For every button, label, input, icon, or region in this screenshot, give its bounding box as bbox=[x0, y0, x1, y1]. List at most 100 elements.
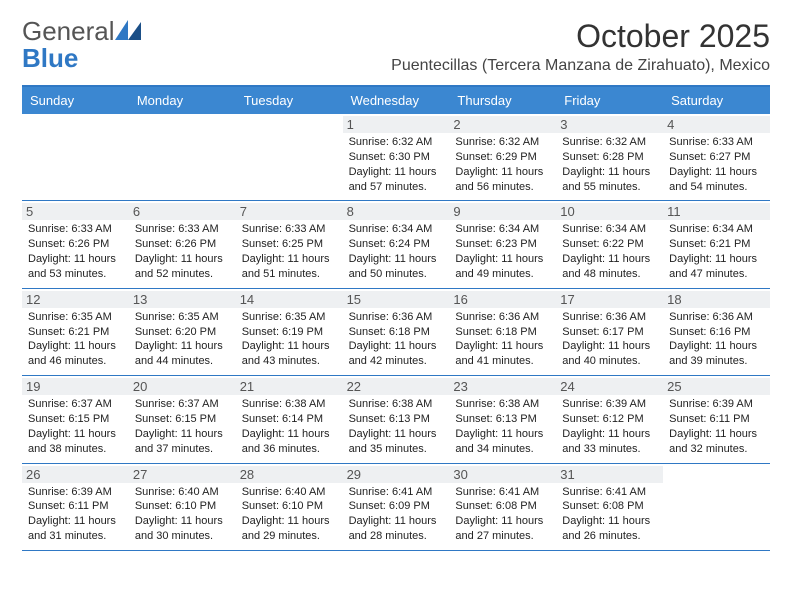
day-details: Sunrise: 6:41 AMSunset: 6:09 PMDaylight:… bbox=[349, 485, 444, 544]
dow-cell: Wednesday bbox=[343, 87, 450, 114]
day-cell: . bbox=[236, 114, 343, 200]
sunset-line: Sunset: 6:08 PM bbox=[455, 499, 550, 514]
day-number: 17 bbox=[556, 291, 663, 308]
day-details: Sunrise: 6:34 AMSunset: 6:23 PMDaylight:… bbox=[455, 222, 550, 281]
sunset-line: Sunset: 6:10 PM bbox=[242, 499, 337, 514]
sunset-line: Sunset: 6:29 PM bbox=[455, 150, 550, 165]
sunrise-line: Sunrise: 6:34 AM bbox=[349, 222, 444, 237]
daylight-line-1: Daylight: 11 hours bbox=[349, 252, 444, 267]
location: Puentecillas (Tercera Manzana de Zirahua… bbox=[391, 57, 770, 75]
dow-cell: Tuesday bbox=[236, 87, 343, 114]
daylight-line-1: Daylight: 11 hours bbox=[28, 339, 123, 354]
daylight-line-2: and 42 minutes. bbox=[349, 354, 444, 369]
sunset-line: Sunset: 6:15 PM bbox=[28, 412, 123, 427]
daylight-line-1: Daylight: 11 hours bbox=[669, 165, 764, 180]
day-cell: 9Sunrise: 6:34 AMSunset: 6:23 PMDaylight… bbox=[449, 201, 556, 287]
brand-text: General Blue bbox=[22, 18, 141, 71]
day-cell: 24Sunrise: 6:39 AMSunset: 6:12 PMDayligh… bbox=[556, 376, 663, 462]
day-details: Sunrise: 6:33 AMSunset: 6:26 PMDaylight:… bbox=[135, 222, 230, 281]
daylight-line-2: and 52 minutes. bbox=[135, 267, 230, 282]
day-cell: 21Sunrise: 6:38 AMSunset: 6:14 PMDayligh… bbox=[236, 376, 343, 462]
day-details: Sunrise: 6:34 AMSunset: 6:21 PMDaylight:… bbox=[669, 222, 764, 281]
daylight-line-1: Daylight: 11 hours bbox=[562, 339, 657, 354]
day-details: Sunrise: 6:37 AMSunset: 6:15 PMDaylight:… bbox=[28, 397, 123, 456]
daylight-line-1: Daylight: 11 hours bbox=[349, 427, 444, 442]
sunset-line: Sunset: 6:11 PM bbox=[28, 499, 123, 514]
sunrise-line: Sunrise: 6:33 AM bbox=[242, 222, 337, 237]
daylight-line-2: and 33 minutes. bbox=[562, 442, 657, 457]
sunrise-line: Sunrise: 6:41 AM bbox=[455, 485, 550, 500]
sunrise-line: Sunrise: 6:32 AM bbox=[349, 135, 444, 150]
dow-cell: Thursday bbox=[449, 87, 556, 114]
daylight-line-2: and 47 minutes. bbox=[669, 267, 764, 282]
sunset-line: Sunset: 6:16 PM bbox=[669, 325, 764, 340]
daylight-line-2: and 31 minutes. bbox=[28, 529, 123, 544]
daylight-line-2: and 38 minutes. bbox=[28, 442, 123, 457]
daylight-line-2: and 37 minutes. bbox=[135, 442, 230, 457]
day-cell: 14Sunrise: 6:35 AMSunset: 6:19 PMDayligh… bbox=[236, 289, 343, 375]
sunrise-line: Sunrise: 6:34 AM bbox=[562, 222, 657, 237]
daylight-line-2: and 55 minutes. bbox=[562, 180, 657, 195]
daylight-line-2: and 36 minutes. bbox=[242, 442, 337, 457]
day-number: 7 bbox=[236, 203, 343, 220]
sunset-line: Sunset: 6:17 PM bbox=[562, 325, 657, 340]
day-cell: 25Sunrise: 6:39 AMSunset: 6:11 PMDayligh… bbox=[663, 376, 770, 462]
daylight-line-2: and 49 minutes. bbox=[455, 267, 550, 282]
week-row: 12Sunrise: 6:35 AMSunset: 6:21 PMDayligh… bbox=[22, 289, 770, 376]
day-number: 30 bbox=[449, 466, 556, 483]
sunset-line: Sunset: 6:28 PM bbox=[562, 150, 657, 165]
day-number: 14 bbox=[236, 291, 343, 308]
daylight-line-1: Daylight: 11 hours bbox=[669, 252, 764, 267]
sunrise-line: Sunrise: 6:33 AM bbox=[135, 222, 230, 237]
sunset-line: Sunset: 6:21 PM bbox=[669, 237, 764, 252]
sunset-line: Sunset: 6:21 PM bbox=[28, 325, 123, 340]
daylight-line-2: and 56 minutes. bbox=[455, 180, 550, 195]
dow-row: SundayMondayTuesdayWednesdayThursdayFrid… bbox=[22, 87, 770, 114]
day-details: Sunrise: 6:41 AMSunset: 6:08 PMDaylight:… bbox=[455, 485, 550, 544]
sunrise-line: Sunrise: 6:41 AM bbox=[349, 485, 444, 500]
sunset-line: Sunset: 6:30 PM bbox=[349, 150, 444, 165]
daylight-line-2: and 28 minutes. bbox=[349, 529, 444, 544]
sunset-line: Sunset: 6:13 PM bbox=[455, 412, 550, 427]
sunrise-line: Sunrise: 6:37 AM bbox=[135, 397, 230, 412]
day-cell: 6Sunrise: 6:33 AMSunset: 6:26 PMDaylight… bbox=[129, 201, 236, 287]
daylight-line-2: and 26 minutes. bbox=[562, 529, 657, 544]
day-cell: 8Sunrise: 6:34 AMSunset: 6:24 PMDaylight… bbox=[343, 201, 450, 287]
daylight-line-2: and 27 minutes. bbox=[455, 529, 550, 544]
day-number: 12 bbox=[22, 291, 129, 308]
day-number: 27 bbox=[129, 466, 236, 483]
day-number: 11 bbox=[663, 203, 770, 220]
day-cell: 16Sunrise: 6:36 AMSunset: 6:18 PMDayligh… bbox=[449, 289, 556, 375]
daylight-line-1: Daylight: 11 hours bbox=[135, 427, 230, 442]
day-details: Sunrise: 6:36 AMSunset: 6:18 PMDaylight:… bbox=[455, 310, 550, 369]
daylight-line-1: Daylight: 11 hours bbox=[562, 165, 657, 180]
day-details: Sunrise: 6:32 AMSunset: 6:29 PMDaylight:… bbox=[455, 135, 550, 194]
day-details: Sunrise: 6:38 AMSunset: 6:14 PMDaylight:… bbox=[242, 397, 337, 456]
daylight-line-1: Daylight: 11 hours bbox=[349, 339, 444, 354]
day-details: Sunrise: 6:38 AMSunset: 6:13 PMDaylight:… bbox=[349, 397, 444, 456]
sunrise-line: Sunrise: 6:38 AM bbox=[242, 397, 337, 412]
daylight-line-1: Daylight: 11 hours bbox=[455, 427, 550, 442]
day-number: 28 bbox=[236, 466, 343, 483]
day-cell: 11 Sunrise: 6:34 AMSunset: 6:21 PMDayligh… bbox=[663, 201, 770, 287]
sunrise-line: Sunrise: 6:36 AM bbox=[669, 310, 764, 325]
sunrise-line: Sunrise: 6:35 AM bbox=[242, 310, 337, 325]
day-details: Sunrise: 6:40 AMSunset: 6:10 PMDaylight:… bbox=[242, 485, 337, 544]
daylight-line-1: Daylight: 11 hours bbox=[28, 252, 123, 267]
month-title: October 2025 bbox=[391, 18, 770, 55]
day-details: Sunrise: 6:33 AMSunset: 6:26 PMDaylight:… bbox=[28, 222, 123, 281]
sunrise-line: Sunrise: 6:37 AM bbox=[28, 397, 123, 412]
sunset-line: Sunset: 6:23 PM bbox=[455, 237, 550, 252]
day-number: 19 bbox=[22, 378, 129, 395]
sunrise-line: Sunrise: 6:33 AM bbox=[669, 135, 764, 150]
daylight-line-2: and 54 minutes. bbox=[669, 180, 764, 195]
day-number: 1 bbox=[343, 116, 450, 133]
day-cell: 27Sunrise: 6:40 AMSunset: 6:10 PMDayligh… bbox=[129, 464, 236, 550]
sunrise-line: Sunrise: 6:33 AM bbox=[28, 222, 123, 237]
day-number: 20 bbox=[129, 378, 236, 395]
sunset-line: Sunset: 6:11 PM bbox=[669, 412, 764, 427]
daylight-line-2: and 29 minutes. bbox=[242, 529, 337, 544]
sunrise-line: Sunrise: 6:35 AM bbox=[135, 310, 230, 325]
sunset-line: Sunset: 6:27 PM bbox=[669, 150, 764, 165]
day-number: 13 bbox=[129, 291, 236, 308]
